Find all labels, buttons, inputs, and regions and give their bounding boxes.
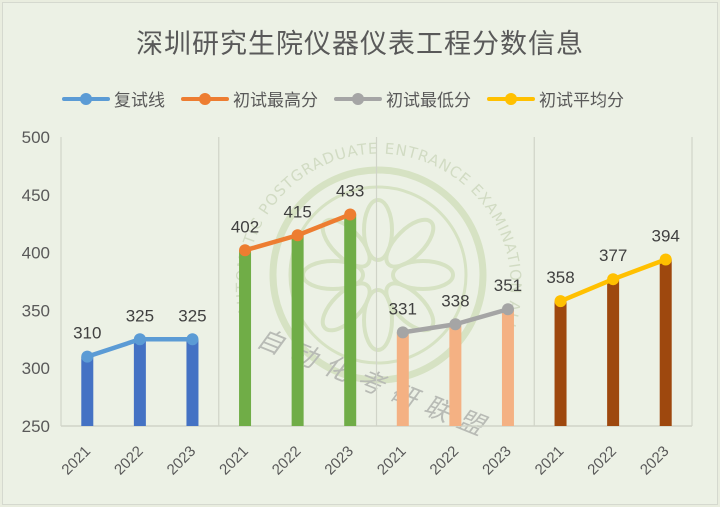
bar — [133, 339, 146, 426]
bar — [186, 339, 199, 426]
legend-label: 复试线 — [114, 91, 165, 111]
x-tick-label: 2022 — [584, 443, 620, 479]
data-label: 433 — [336, 181, 364, 200]
bar — [344, 214, 357, 426]
chart-title: 深圳研究生院仪器仪表工程分数信息 — [136, 29, 584, 60]
data-point — [449, 318, 462, 331]
data-label: 338 — [441, 291, 469, 310]
y-tick-label: 400 — [22, 244, 50, 263]
legend-line-marker-icon — [181, 91, 229, 107]
data-label: 351 — [494, 276, 522, 295]
legend-line-marker-icon — [62, 91, 110, 107]
data-point — [186, 333, 199, 346]
data-point — [396, 326, 409, 339]
y-tick-label: 250 — [22, 417, 50, 436]
legend-item: 初试最高分 — [181, 86, 318, 111]
x-tick-label: 2022 — [269, 443, 305, 479]
legend-item: 初试平均分 — [487, 86, 624, 111]
y-tick-label: 450 — [22, 186, 50, 205]
data-point — [607, 273, 620, 286]
data-point — [239, 244, 252, 257]
data-label: 415 — [283, 202, 311, 221]
data-label: 377 — [599, 246, 627, 265]
legend-line-marker-icon — [487, 91, 535, 107]
bar — [239, 250, 252, 426]
y-tick-label: 350 — [22, 301, 50, 320]
legend-line-marker-icon — [334, 91, 382, 107]
bar — [449, 324, 462, 426]
x-tick-label: 2021 — [374, 443, 410, 479]
x-tick-label: 2022 — [427, 443, 463, 479]
x-tick-label: 2021 — [58, 443, 94, 479]
data-point — [344, 208, 357, 221]
data-label: 331 — [389, 299, 417, 318]
x-tick-label: 2021 — [532, 443, 568, 479]
x-tick-label: 2023 — [164, 443, 200, 479]
data-label: 402 — [231, 217, 259, 236]
legend-label: 初试最低分 — [386, 91, 471, 111]
bar — [81, 356, 94, 426]
data-point — [501, 303, 514, 316]
data-point — [133, 333, 146, 346]
legend-label: 初试平均分 — [539, 91, 624, 111]
x-tick-label: 2021 — [216, 443, 252, 479]
legend-label: 初试最高分 — [233, 91, 318, 111]
data-point — [81, 350, 94, 363]
bar — [396, 332, 409, 426]
x-tick-label: 2022 — [111, 443, 147, 479]
watermark: AUTOMATIC POSTGRADUATE ENTRANCE EXAMINAT… — [0, 0, 524, 446]
x-tick-label: 2023 — [479, 443, 515, 479]
bar — [501, 309, 514, 426]
y-tick-label: 300 — [22, 359, 50, 378]
data-label: 310 — [73, 324, 101, 343]
chart-legend: 复试线 初试最高分 初试最低分 初试平均分 — [62, 86, 624, 111]
legend-item: 复试线 — [62, 86, 165, 111]
y-tick-label: 500 — [22, 128, 50, 147]
x-tick-label: 2023 — [637, 443, 673, 479]
bar — [659, 259, 672, 426]
data-point — [554, 295, 567, 308]
data-label: 325 — [178, 306, 206, 325]
bar — [554, 301, 567, 426]
data-label: 325 — [126, 306, 154, 325]
data-label: 394 — [652, 227, 680, 246]
bar — [607, 279, 620, 426]
legend-item: 初试最低分 — [334, 86, 471, 111]
data-point — [291, 229, 304, 242]
bar — [291, 235, 304, 426]
x-tick-label: 2023 — [321, 443, 357, 479]
data-point — [659, 253, 672, 266]
data-label: 358 — [546, 268, 574, 287]
